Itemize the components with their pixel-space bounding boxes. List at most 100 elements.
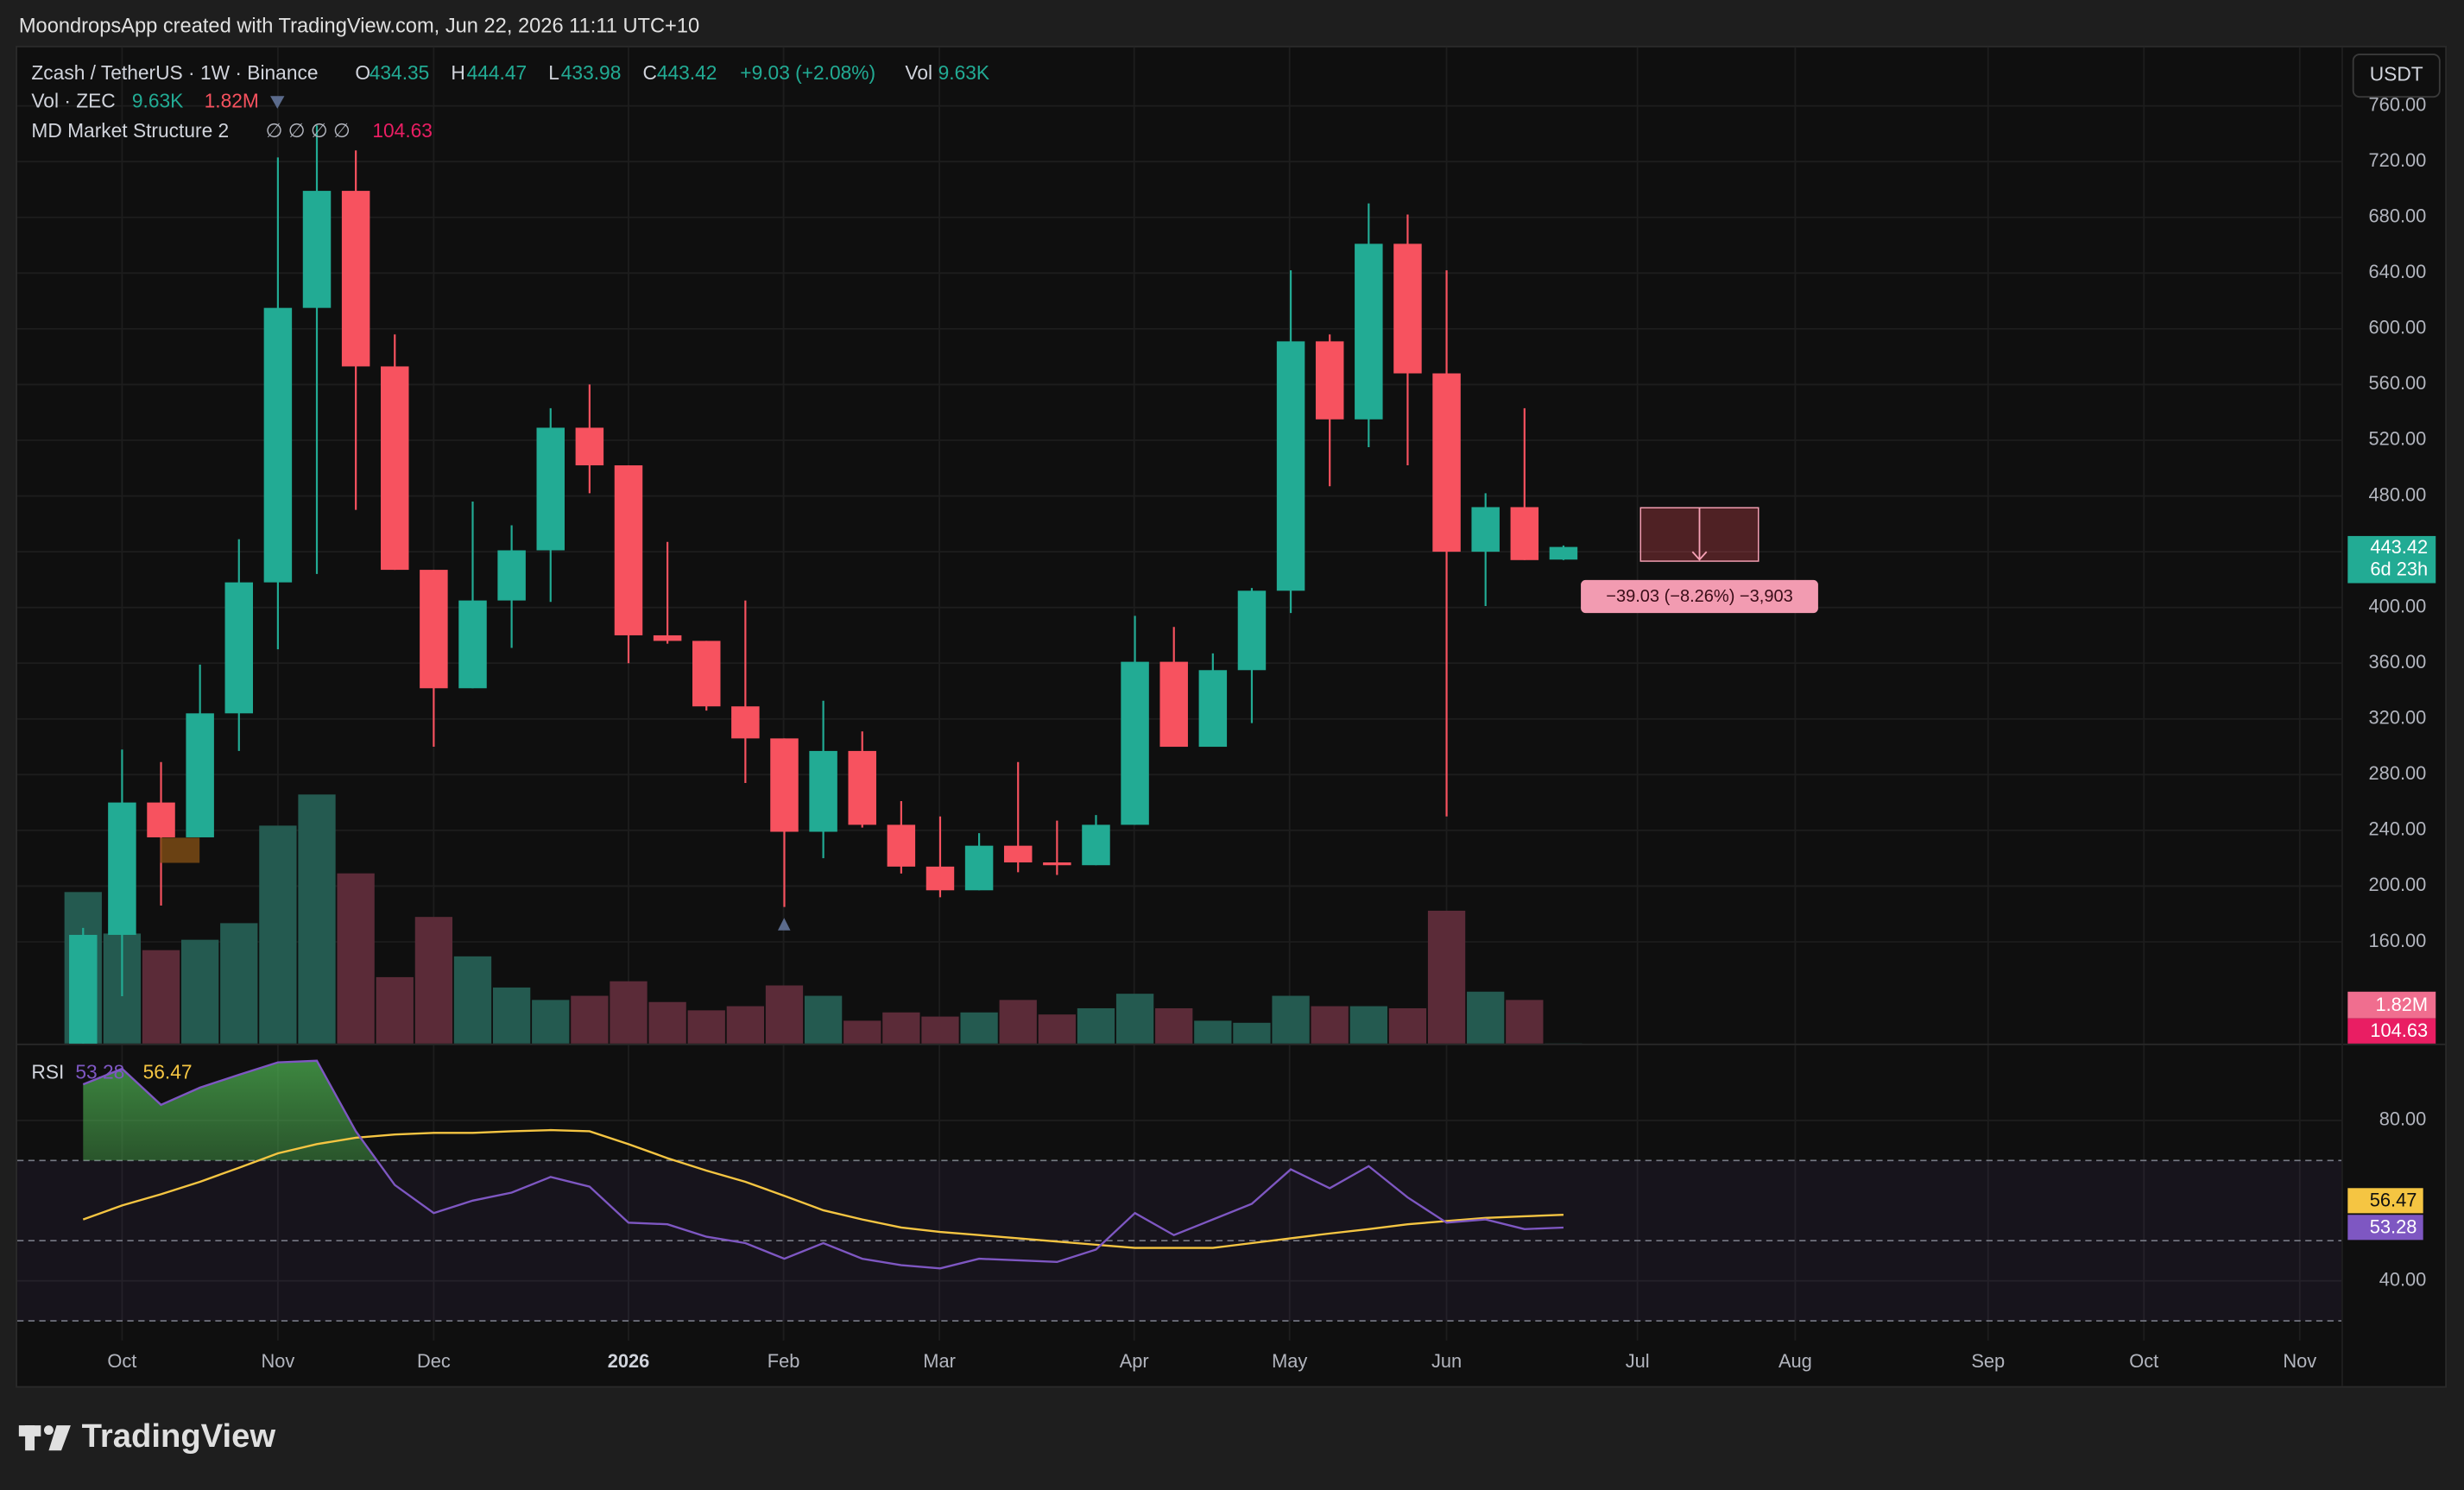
candle-body [69,934,98,1044]
volume-bar [1038,1014,1076,1044]
volume-bar [999,1000,1037,1044]
volume-bar [220,923,258,1044]
volume-bar [492,987,531,1044]
rsi-line [82,1059,1564,1270]
legend-toggle[interactable] [270,96,285,109]
candle-body [263,307,293,583]
volume-bar [142,950,180,1044]
volume-legend-ma: 1.82M [205,90,259,112]
legend-change: +9.03 (+2.08%) [740,61,875,84]
volume-bar [1233,1022,1271,1044]
candle-body [186,713,214,837]
measure-label: −39.03 (−8.26%) −3,903 [1606,587,1792,606]
candle-body [1315,341,1344,420]
candle-body [1237,590,1267,671]
chart-area [16,46,2447,1388]
y-tick-label: 400.00 [2369,595,2427,616]
y-tick-label: 200.00 [2369,874,2427,895]
candle-body [1510,507,1539,560]
rsi-legend-value: 53.28 [75,1060,124,1083]
volume-bar [337,873,375,1044]
candle-body [614,465,643,635]
candle-body [1198,670,1228,748]
x-tick-label: Oct [107,1350,136,1372]
rsi-legend-ma: 56.47 [143,1060,193,1083]
volume-bar [414,917,453,1044]
candle-body [420,570,448,689]
x-tick-label: Nov [261,1350,294,1372]
x-tick-label: Sep [1971,1350,2005,1372]
structure-placeholders: ∅ ∅ ∅ ∅ [266,119,351,142]
candle-body [1549,546,1578,560]
rsi-tick-label: 80.00 [2379,1108,2427,1130]
measure-arrow-head [1691,551,1708,561]
legend-value: 9.63K [938,61,989,84]
x-tick-label: Dec [417,1350,451,1372]
currency-label[interactable]: USDT [2370,63,2423,85]
rsi-tag-value: 53.28 [2370,1215,2417,1237]
rsi-ma-line [82,1128,1564,1249]
candle-body [1121,661,1149,825]
volume-legend: Vol · ZEC [31,90,115,112]
y-tick-label: 680.00 [2369,205,2427,227]
volume-bar [1077,1007,1115,1044]
legend-value: 434.35 [370,61,430,84]
legend-key: H [451,61,464,84]
y-tick-label: 320.00 [2369,707,2427,729]
candle-body [536,427,565,551]
legend-key: L [548,61,559,84]
rsi-band [17,1160,2342,1322]
volume-bar [882,1012,920,1044]
x-tick-label: 2026 [608,1350,650,1372]
candle-body [1082,824,1110,866]
candle-body [224,582,254,714]
structure-tag-value: 104.63 [2370,1020,2428,1041]
candle-body [497,550,526,601]
brand: TradingView [82,1417,276,1455]
volume-bar [726,1006,765,1044]
candle-body [653,635,682,641]
volume-bar [453,956,492,1044]
legend-value: 433.98 [561,61,622,84]
candle-body [575,427,604,466]
candle-body [1159,661,1188,748]
candle-body [926,866,955,891]
candle-body [770,738,799,832]
volume-bar [180,939,219,1044]
structure-box [160,837,200,863]
x-tick-label: Jun [1431,1350,1462,1372]
legend-key: O [355,61,370,84]
volume-bar [804,995,843,1044]
candle-body [964,845,994,891]
candle-body [692,641,721,707]
x-tick-label: Feb [768,1350,800,1372]
candle-body [147,802,175,837]
x-tick-label: May [1272,1350,1307,1372]
x-tick-label: Apr [1120,1350,1149,1372]
candle-body [1355,243,1383,420]
y-tick-label: 520.00 [2369,428,2427,450]
candle-body [381,366,409,571]
price-tag [2347,535,2436,584]
title-bar: MoondropsApp created with TradingView.co… [19,15,699,37]
volume-bar [1194,1020,1232,1044]
brand-logo [18,1425,71,1451]
y-tick-label: 280.00 [2369,762,2427,784]
volume-bar [1427,910,1466,1044]
y-tick-label: 560.00 [2369,372,2427,394]
candle-body [809,750,837,832]
y-tick-label: 480.00 [2369,483,2427,505]
currency-button[interactable] [2352,54,2441,98]
volume-bar [1272,995,1310,1044]
candle-body [108,802,136,935]
volume-bar [1349,1006,1387,1044]
volume-bar [1155,1007,1193,1044]
candle-body [1432,373,1461,552]
volume-bar [1506,1000,1544,1044]
volume-bar [532,1000,570,1044]
volume-ma-tag-value: 1.82M [2375,994,2428,1015]
volume-bar [1311,1006,1349,1044]
structure-marker [777,918,791,931]
candle-body [1043,862,1071,866]
volume-bar [921,1016,959,1044]
